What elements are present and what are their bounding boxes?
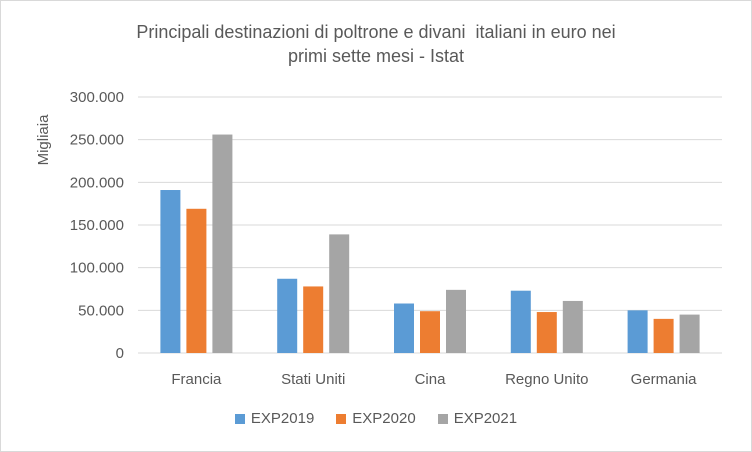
y-tick-label: 300.000 [70, 89, 124, 106]
legend-label: EXP2019 [250, 410, 315, 427]
y-tick-label: 0 [116, 345, 124, 362]
bar-exp2021-regno-unito [562, 300, 583, 353]
bar-exp2019-cina [394, 303, 414, 353]
y-tick-label: 250.000 [70, 132, 124, 149]
bar-exp2019-francia [160, 190, 181, 353]
y-tick-label: 150.000 [70, 217, 124, 234]
bar-exp2020-germania [653, 318, 674, 353]
bars [160, 134, 700, 353]
x-category-label: Francia [171, 371, 222, 388]
x-category-label: Regno Unito [505, 371, 588, 388]
y-axis-title: Migliaia [35, 114, 52, 166]
chart-title: Principali destinazioni di poltrone e di… [0, 20, 752, 68]
bar-exp2020-regno-unito [536, 312, 557, 353]
chart-title-line-1: Principali destinazioni di poltrone e di… [136, 22, 616, 42]
legend-swatch [336, 413, 347, 424]
y-tick-label: 200.000 [70, 174, 124, 191]
bar-exp2021-germania [679, 314, 700, 353]
legend-swatch [437, 413, 448, 424]
bar-exp2021-stati-uniti [329, 234, 350, 353]
bar-exp2020-stati-uniti [303, 286, 324, 353]
bar-exp2020-cina [420, 311, 440, 353]
x-category-label: Cina [415, 371, 447, 388]
legend-item-exp2021: EXP2021 [437, 410, 518, 427]
x-category-label: Stati Uniti [281, 371, 345, 388]
bar-exp2021-francia [212, 134, 233, 353]
legend-label: EXP2021 [453, 410, 518, 427]
legend-item-exp2020: EXP2020 [336, 410, 416, 427]
x-category-label: Germania [631, 371, 698, 388]
y-axis-tick-labels: 0 50.000 100.000 150.000 200.000 250.000 300.0… [70, 89, 124, 362]
bar-exp2019-stati-uniti [277, 278, 298, 353]
bar-exp2021-cina [446, 289, 466, 353]
y-tick-label: 100.000 [70, 260, 124, 277]
legend-item-exp2019: EXP2019 [234, 410, 315, 427]
bar-exp2019-germania [627, 310, 648, 353]
legend-swatch [234, 413, 245, 424]
y-tick-label: 50.000 [78, 302, 124, 319]
bar-exp2020-francia [186, 208, 207, 353]
legend-label: EXP2020 [352, 410, 416, 427]
bar-exp2019-regno-unito [510, 290, 531, 353]
x-axis-category-labels: Francia Stati Uniti Cina Regno Unito Germani… [171, 371, 697, 388]
chart-title-line-2: primi sette mesi - Istat [287, 46, 465, 66]
legend: EXP2019 EXP2020 EXP2021 [0, 410, 752, 427]
